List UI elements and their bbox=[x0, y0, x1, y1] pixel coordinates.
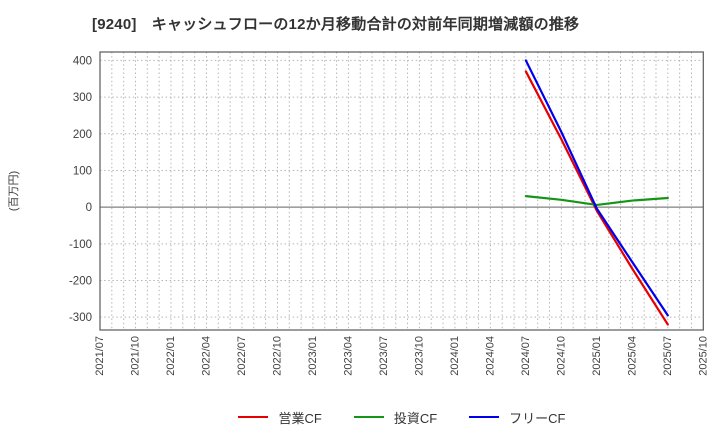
x-tick-label: 2022/01 bbox=[165, 336, 177, 376]
x-tick-label: 2024/04 bbox=[484, 336, 496, 376]
x-tick-label: 2021/07 bbox=[94, 336, 106, 376]
y-axis-label: (百万円) bbox=[8, 171, 20, 211]
y-tick-label: -300 bbox=[69, 312, 92, 324]
y-tick-label: 0 bbox=[86, 202, 92, 214]
x-tick-label: 2025/07 bbox=[662, 336, 674, 376]
series-line-operating-cf bbox=[524, 70, 669, 326]
x-tick-label: 2025/04 bbox=[626, 336, 638, 376]
plot-border bbox=[99, 51, 704, 331]
legend-item-operating-cf: 営業CF bbox=[238, 408, 322, 427]
x-tick-label: 2021/10 bbox=[129, 336, 141, 376]
y-tick-label: 300 bbox=[73, 92, 92, 104]
legend-swatch-free-cf bbox=[469, 416, 500, 418]
series-line-investing-cf bbox=[524, 195, 669, 207]
x-tick-label: 2025/01 bbox=[591, 336, 603, 376]
y-tick-label: 200 bbox=[73, 129, 92, 141]
legend-item-free-cf: フリーCF bbox=[469, 408, 566, 427]
x-tick-label: 2024/07 bbox=[520, 336, 532, 376]
legend-item-investing-cf: 投資CF bbox=[353, 408, 438, 427]
x-tick-label: 2023/04 bbox=[342, 336, 354, 376]
x-tick-label: 2023/07 bbox=[378, 336, 390, 376]
legend-label-free-cf: フリーCF bbox=[509, 410, 566, 426]
y-tick-label: 400 bbox=[73, 55, 92, 67]
legend-label-operating-cf: 営業CF bbox=[278, 410, 322, 426]
y-tick-label: -200 bbox=[69, 275, 92, 287]
x-tick-label: 2024/01 bbox=[449, 336, 461, 376]
y-tick-label: -100 bbox=[69, 239, 92, 251]
y-tick-label: 100 bbox=[73, 165, 92, 177]
x-tick-label: 2022/04 bbox=[200, 336, 212, 376]
chart-legend: 営業CF 投資CF フリーCF bbox=[100, 404, 704, 430]
chart-title: [9240] キャッシュフローの12か月移動合計の対前年同期増減額の推移 bbox=[92, 16, 580, 33]
series-line-free-cf bbox=[524, 59, 669, 317]
legend-label-investing-cf: 投資CF bbox=[393, 410, 438, 426]
legend-swatch-operating-cf bbox=[238, 416, 269, 418]
x-tick-label: 2023/10 bbox=[413, 336, 425, 376]
x-tick-label: 2022/10 bbox=[271, 336, 283, 376]
x-tick-label: 2022/07 bbox=[236, 336, 248, 376]
x-tick-label: 2024/10 bbox=[555, 336, 567, 376]
x-tick-label: 2023/01 bbox=[307, 336, 319, 376]
legend-swatch-investing-cf bbox=[353, 416, 384, 418]
x-tick-label: 2025/10 bbox=[697, 336, 709, 376]
